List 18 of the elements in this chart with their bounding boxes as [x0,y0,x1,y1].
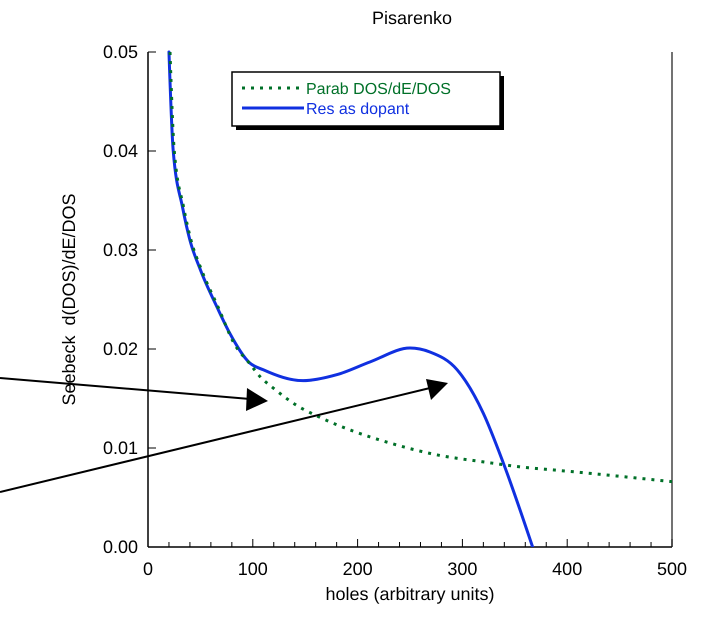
x-tick-label: 300 [447,559,478,579]
line-series [168,50,672,484]
legend-label: Res as dopant [306,101,410,118]
x-tick-label: 400 [552,559,582,579]
y-tick-label: 0.02 [102,339,138,359]
chart-title: Pisarenko [372,8,452,28]
x-tick-label: 0 [142,559,154,579]
x-tick-label: 200 [342,559,373,579]
y-tick-label: 0.00 [102,537,138,557]
x-axis-title: holes (arbitrary units) [325,584,495,604]
y-tick-label: 0.01 [102,438,138,458]
y-tick-label: 0.04 [102,141,138,161]
y-tick-label: 0.05 [102,42,138,62]
y-tick-label: 0.03 [102,240,138,260]
y-axis-title: Seebeck d(DOS)/dE/DOS [59,193,79,406]
legend-label: Parab DOS/dE/DOS [306,81,451,98]
x-tick-label: 100 [238,559,268,579]
x-tick-label: 500 [656,559,688,579]
